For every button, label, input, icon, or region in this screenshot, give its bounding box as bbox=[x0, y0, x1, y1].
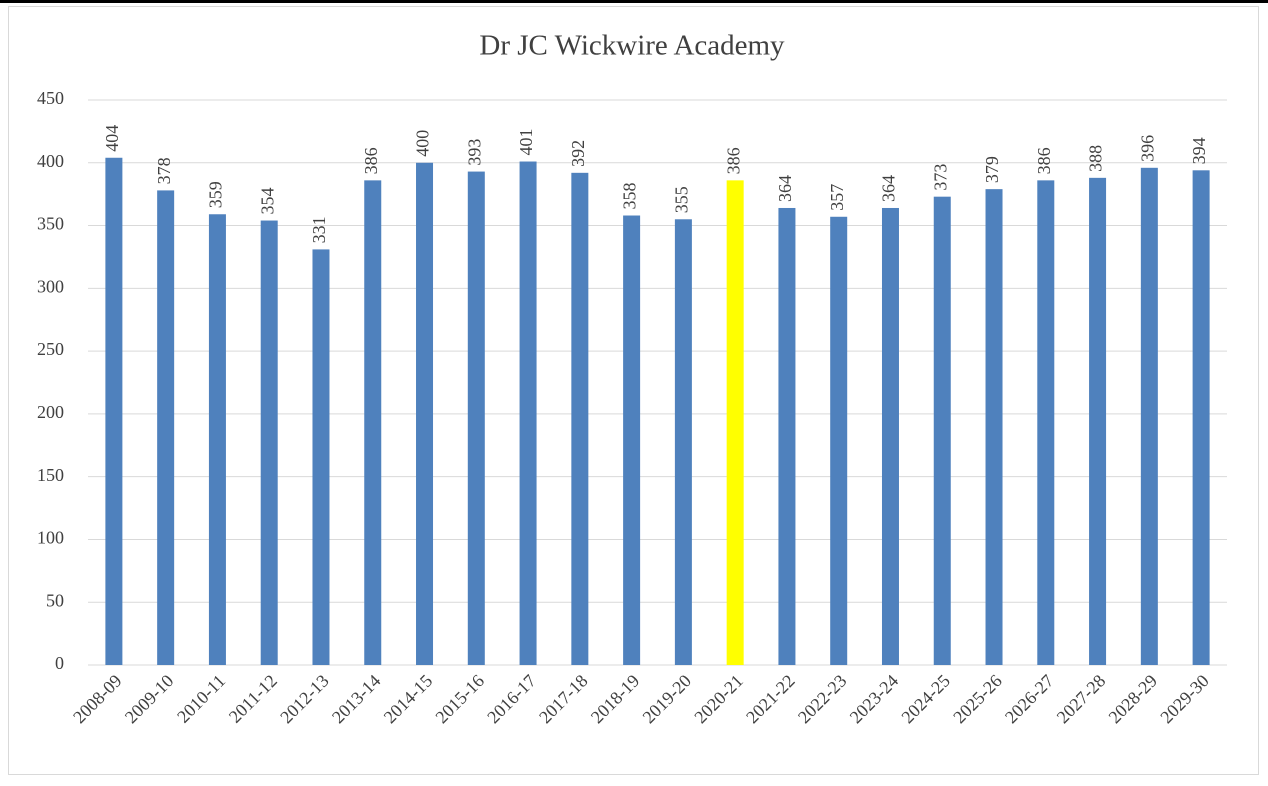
y-tick-label: 450 bbox=[37, 88, 64, 108]
value-label: 355 bbox=[672, 186, 692, 213]
bar bbox=[830, 216, 848, 665]
y-tick-label: 300 bbox=[37, 276, 64, 296]
bar bbox=[571, 172, 589, 666]
bar bbox=[933, 196, 951, 665]
value-label: 388 bbox=[1086, 145, 1106, 172]
value-label: 401 bbox=[516, 129, 536, 156]
y-tick-label: 50 bbox=[46, 590, 64, 610]
value-label: 357 bbox=[827, 184, 847, 211]
value-label: 400 bbox=[413, 130, 433, 157]
bar bbox=[208, 214, 226, 665]
value-label: 404 bbox=[102, 125, 122, 152]
bar bbox=[519, 161, 537, 665]
value-label: 331 bbox=[309, 216, 329, 243]
value-label: 354 bbox=[257, 188, 277, 215]
value-label: 386 bbox=[1034, 147, 1054, 174]
bar bbox=[105, 157, 123, 665]
value-label: 373 bbox=[930, 164, 950, 191]
top-border bbox=[0, 0, 1268, 3]
bar bbox=[157, 190, 175, 665]
bar bbox=[1037, 180, 1055, 665]
value-label: 378 bbox=[154, 157, 174, 184]
value-label: 393 bbox=[464, 139, 484, 166]
bar bbox=[623, 215, 641, 665]
y-tick-label: 150 bbox=[37, 465, 64, 485]
value-label: 359 bbox=[206, 181, 226, 208]
value-label: 386 bbox=[361, 147, 381, 174]
y-tick-label: 350 bbox=[37, 214, 64, 234]
bar bbox=[985, 189, 1003, 665]
bar bbox=[364, 180, 382, 665]
bar bbox=[1192, 170, 1210, 666]
y-tick-label: 250 bbox=[37, 339, 64, 359]
value-label: 396 bbox=[1137, 135, 1157, 162]
y-tick-label: 0 bbox=[55, 653, 64, 673]
value-label: 394 bbox=[1189, 137, 1209, 164]
bar bbox=[260, 220, 278, 666]
value-label: 392 bbox=[568, 140, 588, 167]
value-label: 358 bbox=[620, 183, 640, 210]
y-tick-label: 100 bbox=[37, 528, 64, 548]
bar bbox=[881, 207, 899, 665]
bar bbox=[1140, 167, 1158, 666]
chart-title: Dr JC Wickwire Academy bbox=[479, 30, 785, 62]
bar bbox=[467, 171, 485, 666]
value-label: 379 bbox=[982, 156, 1002, 183]
value-label: 386 bbox=[723, 147, 743, 174]
y-tick-label: 400 bbox=[37, 151, 64, 171]
value-label: 364 bbox=[775, 175, 795, 202]
bar bbox=[416, 162, 434, 665]
bar bbox=[312, 249, 330, 665]
bar bbox=[778, 207, 796, 665]
value-label: 364 bbox=[879, 175, 899, 202]
bar bbox=[726, 180, 744, 665]
y-tick-label: 200 bbox=[37, 402, 64, 422]
bar bbox=[674, 219, 692, 665]
bar bbox=[1089, 177, 1107, 665]
